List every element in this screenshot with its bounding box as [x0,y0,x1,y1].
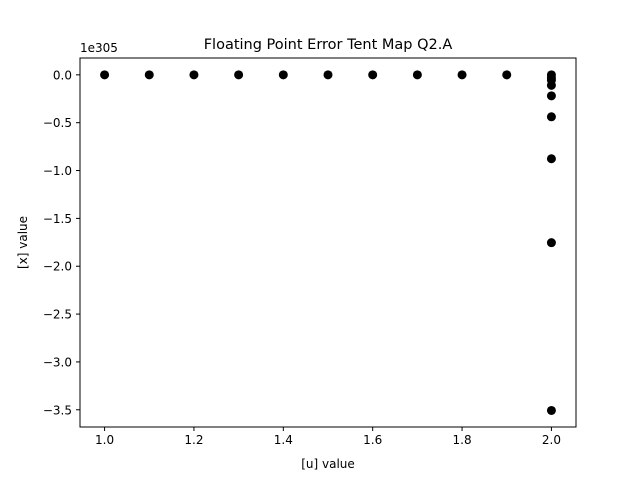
plot-area [79,57,577,428]
data-point [412,70,422,80]
x-tick-label: 2.0 [542,433,561,447]
data-point [546,91,556,101]
x-tick-label: 1.2 [184,433,203,447]
data-points [100,70,556,415]
y-tick-label: −3.5 [43,403,72,417]
data-point [278,70,288,80]
data-point [189,70,199,80]
data-point [546,112,556,122]
y-tick-label: −2.0 [43,260,72,274]
x-axis-ticks: 1.0 1.2 1.4 1.6 1.8 2.0 [95,427,561,447]
y-tick-label: −3.0 [43,355,72,369]
x-axis-label: [u] value [301,457,355,471]
data-point [546,238,556,248]
data-point [368,70,378,80]
y-tick-label: −1.0 [43,164,72,178]
x-tick-label: 1.6 [363,433,382,447]
data-point [546,405,556,415]
data-point [502,70,512,80]
data-point [100,70,110,80]
data-point [546,154,556,164]
x-tick-label: 1.8 [453,433,472,447]
y-tick-label: −2.5 [43,308,72,322]
y-tick-label: 0.0 [53,68,72,82]
data-point [323,70,333,80]
data-point [234,70,244,80]
x-tick-label: 1.4 [274,433,293,447]
data-point [546,80,556,90]
y-axis-offset-label: 1e305 [80,41,118,55]
chart-title: Floating Point Error Tent Map Q2.A [204,37,453,53]
data-point [457,70,467,80]
data-point [144,70,154,80]
y-axis-ticks: 0.0 −0.5 −1.0 −1.5 −2.0 −2.5 −3.0 −3.5 [43,68,80,417]
y-tick-label: −1.5 [43,212,72,226]
y-tick-label: −0.5 [43,116,72,130]
y-axis-label: [x] value [16,216,30,269]
x-tick-label: 1.0 [95,433,114,447]
